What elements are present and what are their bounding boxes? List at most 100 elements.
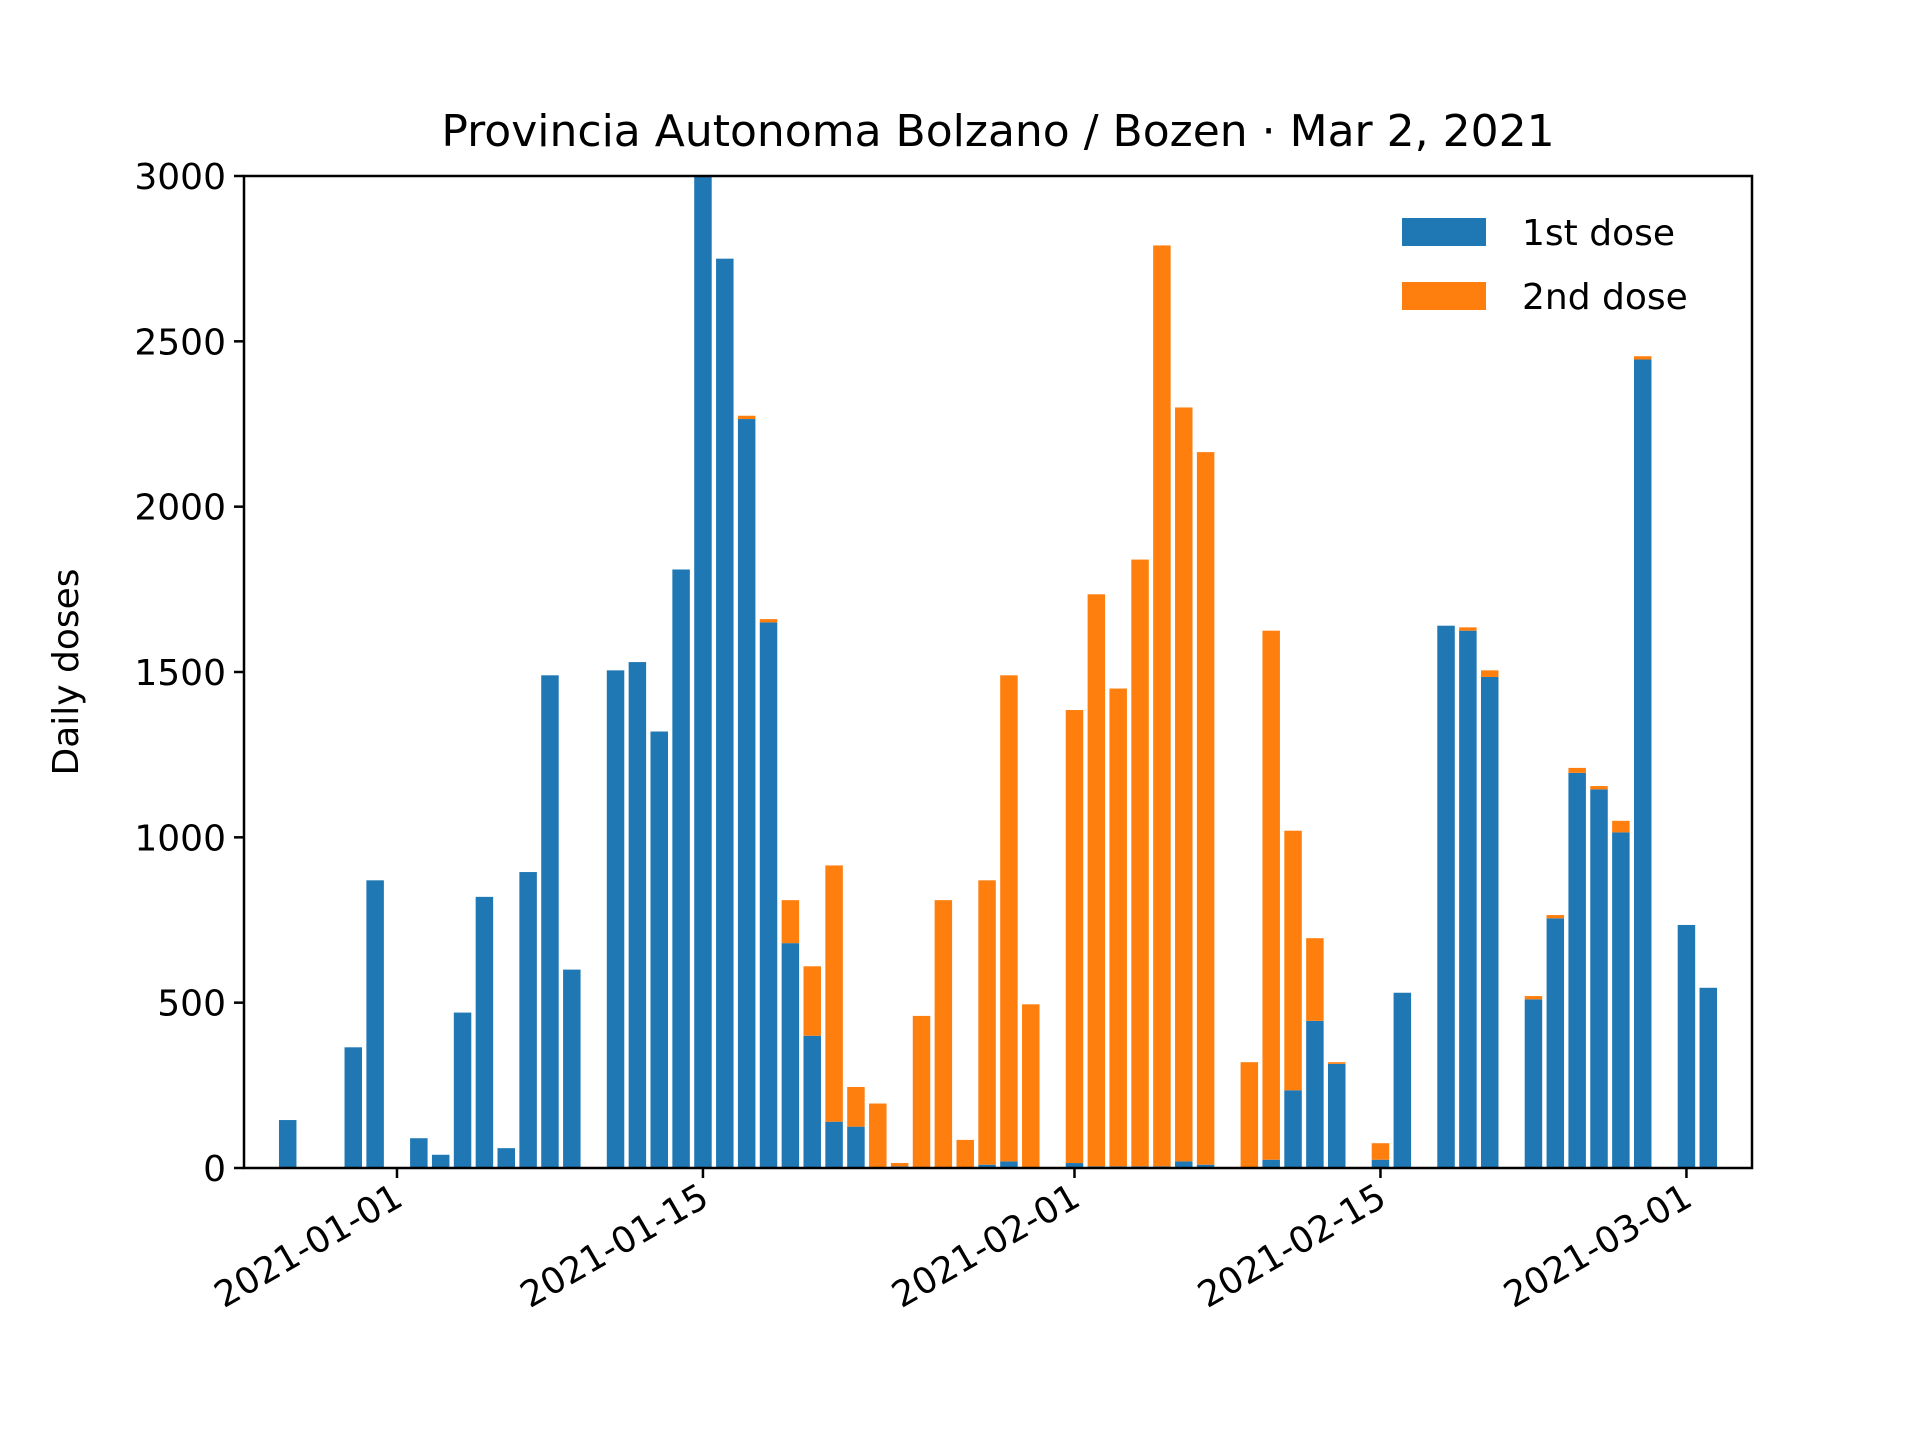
bar-2nd-dose <box>1262 630 1280 1160</box>
bar-1st-dose <box>366 880 384 1168</box>
bar-2nd-dose <box>956 1139 974 1168</box>
bar-2nd-dose <box>1524 996 1543 1000</box>
bar-2nd-dose <box>759 619 778 623</box>
bar-2nd-dose <box>1568 767 1586 773</box>
y-tick-label: 1000 <box>134 818 226 859</box>
bar-2nd-dose <box>1153 245 1171 1167</box>
bar-2nd-dose <box>847 1086 865 1127</box>
x-axis: 2021-01-01 2021-01-15 2021-02-01 2021-02-15… <box>208 1168 1699 1316</box>
bar-1st-dose <box>825 1121 843 1168</box>
legend-label: 1st dose <box>1522 213 1675 254</box>
x-tick-label: 2021-01-15 <box>514 1176 716 1316</box>
legend-label: 2nd dose <box>1522 277 1688 318</box>
bar-1st-dose <box>672 569 690 1168</box>
y-tick-label: 0 <box>203 1149 226 1190</box>
y-tick-label: 2000 <box>134 488 226 529</box>
bar-1st-dose <box>1328 1063 1346 1168</box>
bar-2nd-dose <box>737 415 756 420</box>
bar-2nd-dose <box>1371 1143 1390 1160</box>
bar-2nd-dose <box>1131 559 1149 1167</box>
bar-1st-dose <box>1546 918 1565 1168</box>
bar-1st-dose <box>1284 1090 1302 1168</box>
bar-2nd-dose <box>890 1163 909 1167</box>
bar-1st-dose <box>628 662 647 1168</box>
bar-1st-dose <box>541 675 559 1168</box>
bar-1st-dose <box>1196 1164 1215 1168</box>
bar-2nd-dose <box>1306 938 1324 1021</box>
bar-2nd-dose <box>1328 1062 1346 1064</box>
bar-1st-dose <box>1612 832 1630 1168</box>
x-tick-label: 2021-02-15 <box>1191 1176 1393 1316</box>
y-tick-label: 1500 <box>134 653 226 694</box>
bar-1st-dose <box>453 1012 472 1168</box>
bar-1st-dose <box>1480 676 1499 1168</box>
bars-layer <box>278 176 1718 1168</box>
bar-2nd-dose <box>1109 688 1127 1167</box>
bar-1st-dose <box>716 258 734 1168</box>
bar-2nd-dose <box>1175 407 1193 1162</box>
bar-2nd-dose <box>1240 1062 1259 1168</box>
bar-2nd-dose <box>869 1103 887 1168</box>
bar-1st-dose <box>278 1120 297 1168</box>
bar-1st-dose <box>431 1154 450 1168</box>
bar-1st-dose <box>1306 1020 1324 1168</box>
x-tick-label: 2021-02-01 <box>885 1176 1087 1316</box>
bar-1st-dose <box>803 1035 821 1168</box>
bar-2nd-dose <box>1590 786 1608 790</box>
y-axis: 0 500 1000 1500 2000 2500 3000 <box>134 157 244 1190</box>
bar-1st-dose <box>1568 772 1586 1168</box>
bar-1st-dose <box>475 896 494 1168</box>
bar-1st-dose <box>344 1047 363 1168</box>
bar-1st-dose <box>847 1126 865 1168</box>
bar-1st-dose <box>1633 359 1652 1168</box>
bar-2nd-dose <box>1196 452 1215 1165</box>
bar-1st-dose <box>978 1164 996 1168</box>
bar-1st-dose <box>606 670 625 1168</box>
bar-1st-dose <box>737 419 756 1168</box>
bar-1st-dose <box>519 872 537 1168</box>
bar-1st-dose <box>410 1138 428 1168</box>
bar-2nd-dose <box>1633 356 1652 360</box>
bar-2nd-dose <box>781 900 800 944</box>
bar-2nd-dose <box>1000 675 1018 1162</box>
x-tick-label: 2021-03-01 <box>1497 1176 1699 1316</box>
bar-1st-dose <box>1459 630 1477 1168</box>
bar-2nd-dose <box>1284 830 1302 1091</box>
legend-swatch <box>1402 282 1486 310</box>
y-tick-label: 500 <box>157 984 226 1025</box>
bar-1st-dose <box>1393 992 1412 1168</box>
bar-2nd-dose <box>934 900 953 1168</box>
chart-title: Provincia Autonoma Bolzano / Bozen · Mar… <box>441 106 1554 157</box>
bar-2nd-dose <box>1022 1004 1040 1168</box>
bar-1st-dose <box>497 1148 516 1168</box>
bar-2nd-dose <box>1065 710 1084 1164</box>
bar-2nd-dose <box>1459 627 1477 631</box>
y-tick-label: 3000 <box>134 157 226 198</box>
bar-1st-dose <box>1262 1159 1280 1168</box>
legend-swatch <box>1402 218 1486 246</box>
bar-1st-dose <box>1524 999 1543 1168</box>
bar-1st-dose <box>759 622 778 1168</box>
bar-1st-dose <box>1699 987 1718 1168</box>
bar-1st-dose <box>781 943 800 1168</box>
bar-2nd-dose <box>1087 594 1106 1167</box>
bar-1st-dose <box>1000 1161 1018 1168</box>
bar-1st-dose <box>563 969 581 1168</box>
y-axis-label: Daily doses <box>46 568 87 775</box>
bar-2nd-dose <box>825 865 843 1122</box>
bar-1st-dose <box>1371 1159 1390 1168</box>
bar-2nd-dose <box>912 1015 931 1168</box>
bar-1st-dose <box>694 176 712 1168</box>
x-tick-label: 2021-01-01 <box>208 1176 410 1316</box>
bar-1st-dose <box>1065 1163 1084 1168</box>
bar-1st-dose <box>1175 1161 1193 1168</box>
bar-1st-dose <box>1590 789 1608 1168</box>
bar-2nd-dose <box>978 880 996 1165</box>
bar-2nd-dose <box>1480 670 1499 677</box>
bar-2nd-dose <box>1546 915 1565 919</box>
legend: 1st dose 2nd dose <box>1402 213 1688 318</box>
bar-2nd-dose <box>803 966 821 1036</box>
bar-2nd-dose <box>1612 820 1630 833</box>
bar-1st-dose <box>1677 924 1696 1168</box>
